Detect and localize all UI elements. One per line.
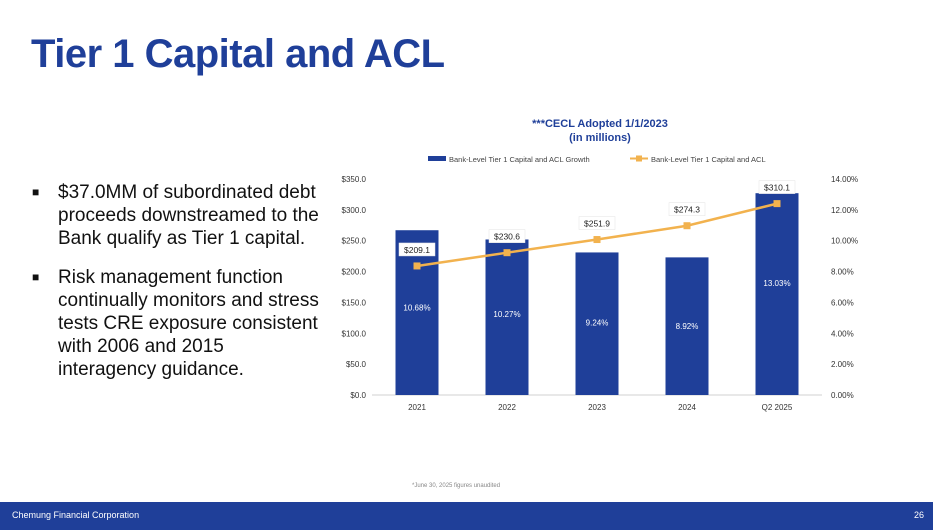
x-tick-label: 2021: [408, 403, 426, 412]
company-name: Chemung Financial Corporation: [12, 510, 140, 520]
line-data-label: $251.9: [584, 219, 610, 229]
y-tick-left: $150.0: [342, 298, 367, 307]
page-number: 26: [913, 510, 924, 520]
y-tick-left: $350.0: [342, 175, 367, 184]
bullet-marker-icon: ■: [32, 185, 40, 199]
bullet-marker-icon: ■: [32, 270, 40, 284]
bar-data-label: 9.24%: [586, 318, 609, 327]
bullet-item: ■ Risk management function continually mo…: [30, 266, 320, 381]
bullet-list: ■ $37.0MM of subordinated debt proceeds d…: [30, 181, 320, 397]
y-tick-right: 6.00%: [831, 298, 854, 307]
line-data-label: $209.1: [404, 245, 430, 255]
y-tick-right: 0.00%: [831, 391, 854, 400]
y-tick-right: 12.00%: [831, 206, 858, 215]
line-data-label: $274.3: [674, 205, 700, 215]
bar-data-label: 10.27%: [493, 310, 520, 319]
line-point: [503, 249, 511, 257]
y-tick-left: $100.0: [342, 329, 367, 338]
footnote: *June 30, 2025 figures unaudited: [412, 483, 501, 489]
line-label-box: [758, 180, 796, 194]
bar: [755, 193, 799, 395]
line-label-box: [668, 202, 706, 216]
line-point: [413, 262, 421, 270]
line-point: [773, 200, 781, 208]
page-title: Tier 1 Capital and ACL: [31, 32, 445, 76]
bar-data-label: 13.03%: [763, 279, 790, 288]
y-tick-left: $50.0: [346, 360, 367, 369]
chart-title: ***CECL Adopted 1/1/2023 (in millions): [440, 117, 760, 145]
y-tick-left: $0.0: [350, 391, 366, 400]
y-tick-right: 14.00%: [831, 175, 858, 184]
y-tick-right: 10.00%: [831, 237, 858, 246]
bar: [485, 239, 529, 395]
x-tick-label: 2024: [678, 403, 696, 412]
line-label-box: [578, 216, 616, 230]
bar: [575, 252, 619, 395]
x-tick-label: Q2 2025: [762, 403, 793, 412]
y-tick-right: 2.00%: [831, 360, 854, 369]
line-data-label: $310.1: [764, 183, 790, 193]
footer-bar: Chemung Financial Corporation 26: [0, 502, 933, 530]
y-tick-left: $300.0: [342, 206, 367, 215]
bar: [395, 230, 439, 395]
x-tick-label: 2023: [588, 403, 606, 412]
legend-line-marker: [636, 155, 642, 162]
line-data-label: $230.6: [494, 232, 520, 242]
y-tick-right: 4.00%: [831, 329, 854, 338]
bullet-text: $37.0MM of subordinated debt proceeds do…: [58, 182, 319, 249]
bar-data-label: 10.68%: [403, 304, 430, 313]
line-label-box: [488, 229, 526, 243]
line-point: [593, 236, 601, 244]
bar: [665, 257, 709, 395]
x-tick-label: 2022: [498, 403, 516, 412]
bullet-item: ■ $37.0MM of subordinated debt proceeds d…: [30, 181, 320, 250]
legend-bar-label: Bank-Level Tier 1 Capital and ACL Growth: [449, 155, 590, 164]
legend-bar-swatch: [428, 156, 446, 161]
combo-chart: Bank-Level Tier 1 Capital and ACL Growth…: [342, 155, 859, 412]
line-point: [683, 222, 691, 230]
y-tick-left: $250.0: [342, 237, 367, 246]
chart-title-line1: ***CECL Adopted 1/1/2023: [532, 118, 668, 130]
y-tick-right: 8.00%: [831, 268, 854, 277]
legend-line-label: Bank-Level Tier 1 Capital and ACL: [651, 155, 766, 164]
chart-title-line2: (in millions): [569, 132, 631, 144]
bullet-text: Risk management function continually mon…: [58, 267, 319, 380]
bar-data-label: 8.92%: [676, 322, 699, 331]
y-tick-left: $200.0: [342, 268, 367, 277]
line-label-box: [398, 242, 436, 257]
